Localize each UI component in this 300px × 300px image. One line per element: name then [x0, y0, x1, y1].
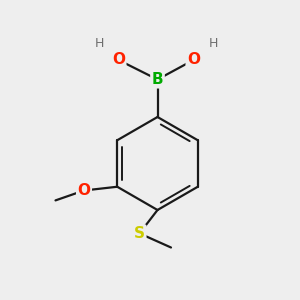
Text: O: O [187, 52, 200, 68]
Text: O: O [112, 52, 125, 68]
Text: H: H [208, 37, 218, 50]
Text: B: B [152, 72, 163, 87]
Text: S: S [134, 226, 145, 241]
Text: H: H [94, 37, 104, 50]
Text: O: O [77, 183, 91, 198]
